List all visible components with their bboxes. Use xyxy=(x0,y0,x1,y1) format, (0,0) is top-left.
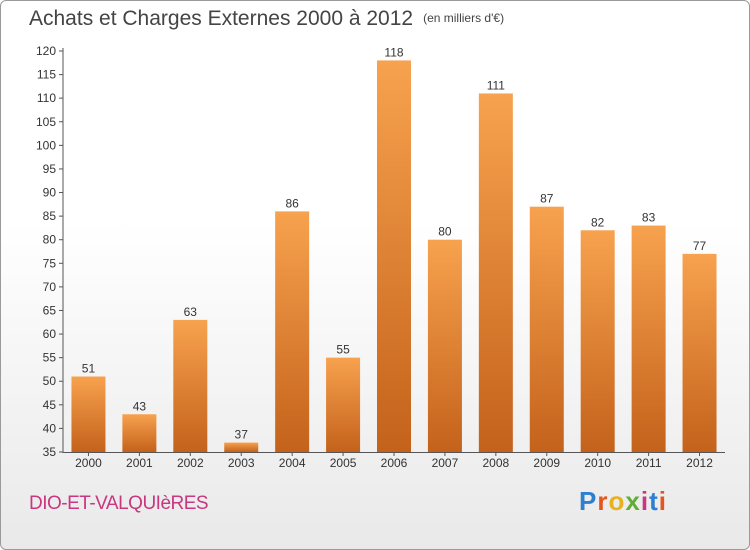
x-tick-label: 2004 xyxy=(279,456,306,470)
x-tick-label: 2005 xyxy=(330,456,357,470)
y-tick-label: 85 xyxy=(43,209,57,223)
y-tick-label: 110 xyxy=(37,91,56,105)
value-label-2008: 111 xyxy=(487,78,506,92)
bars: 51 43 63 37 86 55 118 80 111 87 82 83 77 xyxy=(71,45,717,452)
value-label-2000: 51 xyxy=(82,362,96,376)
y-tick-label: 40 xyxy=(43,421,57,435)
unit-text: (en milliers d'€) xyxy=(423,11,505,25)
value-label-2009: 87 xyxy=(540,192,554,206)
value-label-2007: 80 xyxy=(438,225,452,239)
y-tick-label: 75 xyxy=(43,256,57,270)
y-tick-label: 45 xyxy=(43,398,57,412)
value-label-2004: 86 xyxy=(285,196,299,210)
x-tick-label: 2011 xyxy=(636,456,662,470)
x-tick-label: 2000 xyxy=(75,456,102,470)
value-label-2003: 37 xyxy=(235,428,249,442)
y-tick-label: 50 xyxy=(43,374,57,388)
bar-2004 xyxy=(275,211,310,452)
bar-2012 xyxy=(682,253,717,452)
logo-letter: o xyxy=(608,486,626,516)
y-tick-label: 90 xyxy=(43,186,57,200)
y-tick-label: 35 xyxy=(43,445,57,459)
bar-2007 xyxy=(427,239,462,452)
x-tick-label: 2002 xyxy=(177,456,204,470)
y-tick-label: 55 xyxy=(43,351,57,365)
bar-2006 xyxy=(377,60,411,452)
logo-letter: i xyxy=(640,486,650,516)
bar-2008 xyxy=(478,93,513,452)
bar-2005 xyxy=(326,357,361,452)
logo-letter: P xyxy=(579,486,598,516)
bar-2000 xyxy=(71,376,106,452)
value-label-2011: 83 xyxy=(642,211,656,225)
x-tick-label: 2001 xyxy=(126,456,153,470)
value-label-2005: 55 xyxy=(336,343,350,357)
x-tick-label: 2007 xyxy=(432,456,459,470)
logo-letter: x xyxy=(625,486,641,516)
y-tick-label: 105 xyxy=(36,115,56,129)
bar-2003 xyxy=(224,442,259,452)
bar-2010 xyxy=(580,230,615,452)
y-tick-label: 100 xyxy=(36,138,56,152)
x-tick-label: 2010 xyxy=(584,456,611,470)
y-tick-label: 65 xyxy=(43,303,57,317)
value-label-2001: 43 xyxy=(133,399,147,413)
bar-2001 xyxy=(122,414,157,452)
y-tick-label: 70 xyxy=(43,280,57,294)
proxiti-logo: Proxiti xyxy=(579,486,667,517)
commune-name: DIO-ET-VALQUIèRES xyxy=(29,493,209,514)
y-tick-label: 80 xyxy=(43,233,57,247)
value-label-2012: 77 xyxy=(693,239,707,253)
x-tick-label: 2003 xyxy=(228,456,255,470)
logo-letter: r xyxy=(597,486,609,516)
x-tick-label: 2006 xyxy=(381,456,408,470)
value-label-2010: 82 xyxy=(591,215,605,229)
title-text: Achats et Charges Externes 2000 à 2012 xyxy=(29,7,414,30)
y-ticks: 35 40 45 50 55 60 65 70 75 80 85 90 95 100 105 110 115 12… xyxy=(36,44,63,459)
bar-2009 xyxy=(529,206,564,452)
value-label-2002: 63 xyxy=(184,305,198,319)
chart-title: Achats et Charges Externes 2000 à 2012 (e… xyxy=(29,7,504,31)
logo-letter: i xyxy=(658,486,667,516)
logo-letter: t xyxy=(649,486,659,516)
y-tick-label: 95 xyxy=(43,162,57,176)
x-tick-label: 2009 xyxy=(533,456,560,470)
x-tick-label: 2012 xyxy=(686,456,713,470)
bar-2002 xyxy=(173,319,208,452)
y-tick-label: 60 xyxy=(43,327,57,341)
y-tick-label: 120 xyxy=(36,44,56,58)
x-ticks: 2000 2001 2002 2003 2004 2005 2006 2007 2008 2009… xyxy=(75,452,713,470)
bar-2011 xyxy=(631,225,666,452)
y-tick-label: 115 xyxy=(37,68,56,82)
value-label-2006: 118 xyxy=(384,45,403,59)
x-tick-label: 2008 xyxy=(482,456,509,470)
